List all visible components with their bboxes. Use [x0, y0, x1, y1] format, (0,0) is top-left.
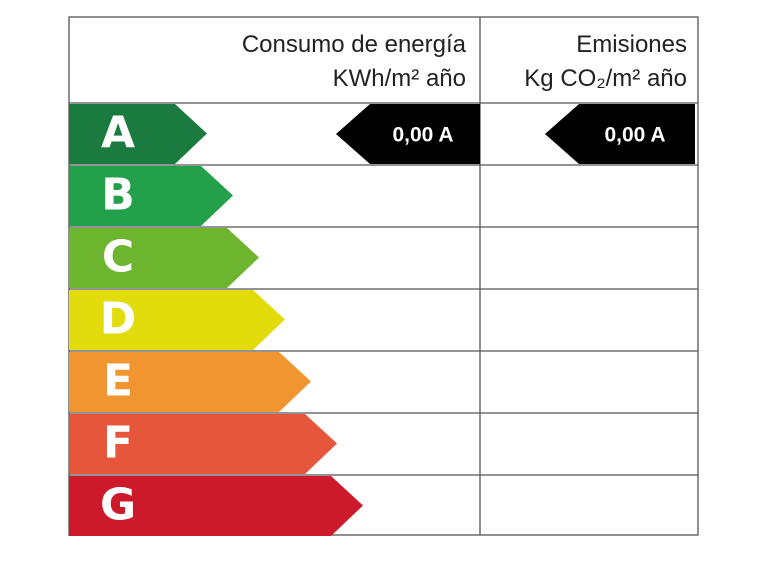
emissions-title: Emisiones: [576, 31, 687, 58]
consumption-title: Consumo de energía: [242, 31, 467, 58]
rating-arrow: [69, 352, 311, 412]
rating-letter: F: [103, 418, 133, 469]
emissions-indicator-value: 0,00 A: [604, 124, 665, 147]
emissions-unit: Kg CO₂/m² año: [524, 65, 687, 92]
rating-letter: G: [100, 480, 136, 531]
rating-arrow: [69, 228, 259, 288]
emissions-indicator-arrow: [545, 104, 695, 164]
consumption-indicator-value: 0,00 A: [392, 124, 453, 147]
rating-letter: B: [101, 170, 135, 221]
consumption-unit: KWh/m² año: [333, 65, 466, 92]
rating-arrow: [69, 414, 337, 474]
rating-letter: C: [102, 232, 134, 283]
consumption-indicator-arrow: [336, 104, 480, 164]
rating-arrow: [69, 476, 363, 536]
rating-arrow: [69, 166, 233, 226]
rating-arrow: [69, 104, 207, 164]
rating-letter: A: [101, 108, 135, 159]
rating-letter: E: [103, 356, 133, 407]
rating-letter: D: [100, 294, 137, 345]
rating-arrow: [69, 290, 285, 350]
